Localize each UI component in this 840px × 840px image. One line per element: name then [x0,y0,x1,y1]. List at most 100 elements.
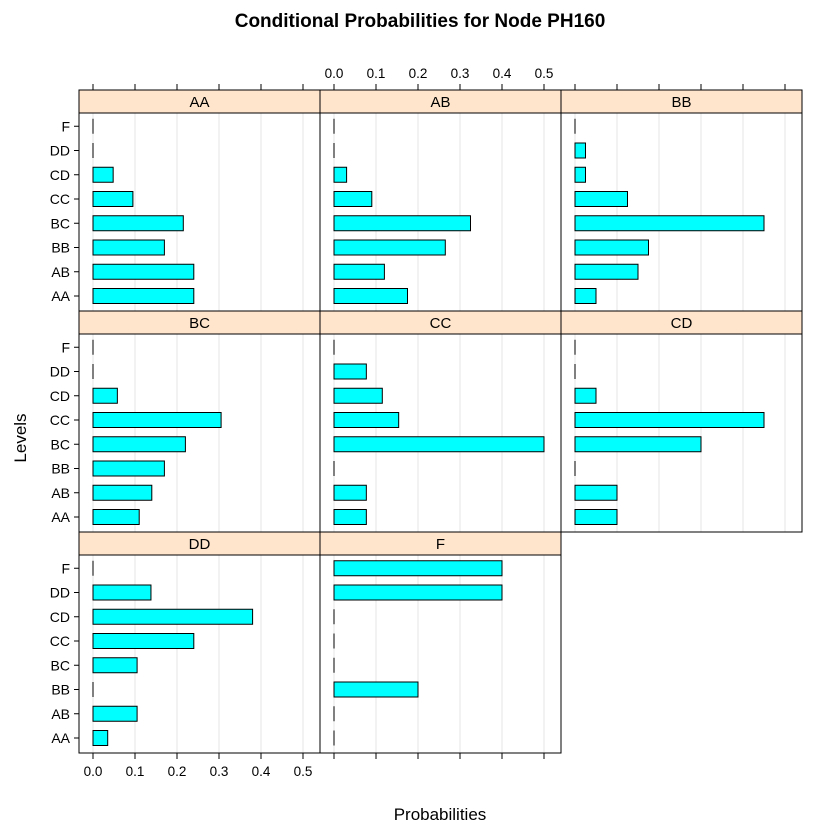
panel-bc: BC [78,310,321,533]
bar-ab-bb [333,239,446,256]
bar-aa-ab [92,263,195,280]
x-tick-label: 0.1 [367,66,386,81]
panel-bb: BB [560,89,803,312]
bar-dd-bc [92,657,138,674]
bar-bc-cd [92,387,118,404]
y-tick-label: CD [50,388,70,404]
panel-strip-label: AB [430,94,450,111]
x-tick-label: 0.2 [168,764,187,779]
x-tick-label: 0.4 [252,764,271,779]
bar-bc-bc [92,436,186,453]
panel-border [319,112,562,312]
bar-bb-bb [574,239,649,256]
bar-dd-dd [92,584,152,601]
panel-border [319,554,562,754]
y-tick-label: BB [51,461,70,477]
y-tick-label: AB [51,485,70,501]
y-tick-label: CC [50,191,70,207]
bar-dd-ab [92,705,138,722]
y-tick-label: BC [51,215,70,231]
y-tick-label: F [61,560,70,576]
panel-strip-label: F [436,536,445,553]
panel-dd: DD [78,531,321,754]
bar-ab-bc [333,215,471,232]
bar-cc-ab [333,484,367,501]
bar-f-f [333,560,503,577]
y-tick-label: DD [50,364,70,380]
bar-bb-dd [574,142,586,159]
x-axis-title: Probabilities [394,805,487,824]
y-tick-label: CD [50,167,70,183]
panel-strip-label: BB [671,94,691,111]
x-tick-label: 0.3 [451,66,470,81]
chart-title: Conditional Probabilities for Node PH160 [235,11,606,32]
bar-ab-ab [333,263,385,280]
bar-aa-cd [92,166,114,183]
y-tick-label: CC [50,412,70,428]
panel-strip-label: CC [430,315,452,332]
bar-bb-cd [574,166,586,183]
panel-cd: CD [560,310,803,533]
bar-bb-aa [574,288,597,304]
bar-bb-ab [574,263,639,280]
panel-strip-label: CD [671,315,693,332]
bar-cc-dd [333,363,367,380]
y-tick-label: F [61,118,70,134]
bar-bc-ab [92,484,153,501]
y-tick-label: AA [51,509,70,525]
y-tick-label: AB [51,264,70,280]
bar-dd-aa [92,730,109,746]
bar-cc-cd [333,387,383,404]
y-tick-label: BC [51,436,70,452]
y-axis-title: Levels [11,413,30,462]
bar-bc-bb [92,460,165,477]
bar-cd-aa [574,509,618,525]
panel-border [78,333,321,533]
panel-border [560,112,803,312]
panel-border [560,333,803,533]
panel-aa: AA [78,89,321,312]
y-tick-label: AA [51,730,70,746]
bar-cd-ab [574,484,618,501]
panel-strip-label: BC [189,315,210,332]
bar-bc-aa [92,509,140,525]
x-tick-label: 0.0 [325,66,344,81]
panel-f: F [319,531,562,754]
panel-strip-label: DD [189,536,211,553]
y-tick-label: CD [50,609,70,625]
panel-strip-label: AA [189,94,209,111]
y-tick-label: DD [50,143,70,159]
bar-ab-cc [333,191,373,207]
y-tick-label: BB [51,240,70,256]
y-tick-label: BC [51,657,70,673]
bar-cc-aa [333,509,367,525]
panels-layer: AA AB BB BC CC CD DD F [78,89,803,754]
bar-aa-cc [92,191,134,207]
bar-dd-cc [92,633,195,649]
bar-aa-bc [92,215,184,232]
bar-cd-cd [574,387,597,404]
bar-bb-bc [574,215,765,232]
bar-aa-aa [92,288,195,304]
bar-cc-cc [333,412,400,428]
bar-dd-cd [92,608,254,625]
panel-border [78,112,321,312]
bar-ab-aa [333,288,408,304]
x-tick-label: 0.4 [493,66,512,81]
bar-aa-bb [92,239,165,256]
bar-f-bb [333,681,419,698]
bar-f-dd [333,584,503,601]
bar-bb-cc [574,191,628,207]
bar-bc-cc [92,412,222,428]
x-tick-label: 0.1 [126,764,145,779]
y-tick-label: AB [51,706,70,722]
x-tick-label: 0.5 [294,764,313,779]
y-tick-label: AA [51,288,70,304]
x-tick-label: 0.5 [535,66,554,81]
y-tick-label: DD [50,585,70,601]
y-tick-label: BB [51,682,70,698]
x-tick-label: 0.2 [409,66,428,81]
panel-cc: CC [319,310,562,533]
x-tick-label: 0.3 [210,764,229,779]
